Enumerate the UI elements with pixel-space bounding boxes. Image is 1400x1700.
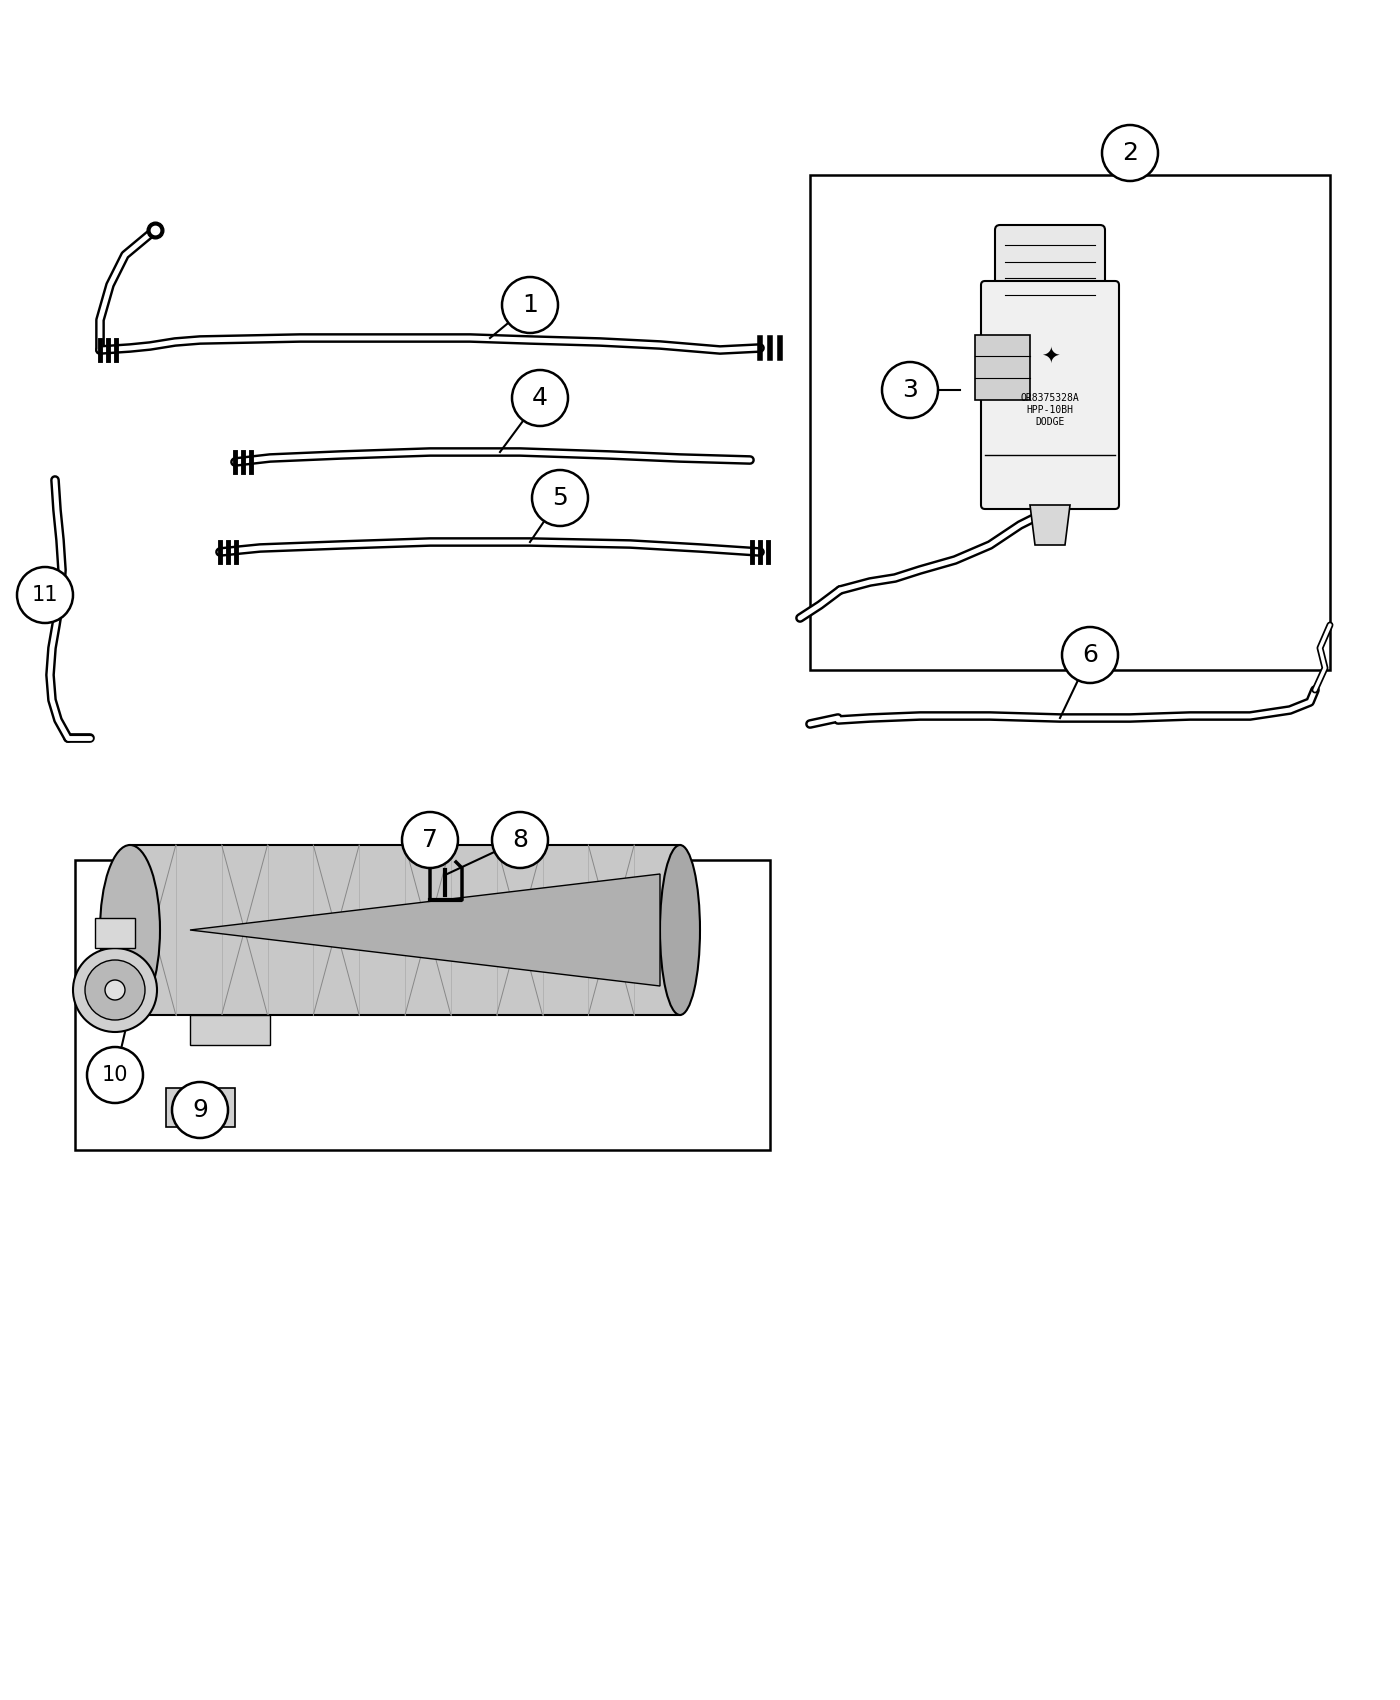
Circle shape <box>491 813 547 869</box>
Ellipse shape <box>99 845 160 1015</box>
Circle shape <box>512 371 568 427</box>
Circle shape <box>85 960 146 1020</box>
Text: 5: 5 <box>552 486 568 510</box>
FancyBboxPatch shape <box>167 1088 235 1127</box>
Text: ✦: ✦ <box>1040 348 1060 367</box>
Circle shape <box>73 949 157 1032</box>
Circle shape <box>532 469 588 525</box>
Text: 1: 1 <box>522 292 538 316</box>
Text: 9: 9 <box>192 1098 209 1122</box>
Text: 7: 7 <box>421 828 438 852</box>
Bar <box>76 860 770 1149</box>
Text: 3: 3 <box>902 377 918 401</box>
Text: 4: 4 <box>532 386 547 410</box>
Bar <box>974 335 1030 400</box>
Bar <box>95 918 134 949</box>
Circle shape <box>402 813 458 869</box>
Ellipse shape <box>659 845 700 1015</box>
FancyBboxPatch shape <box>995 224 1105 314</box>
Bar <box>190 1015 270 1046</box>
Polygon shape <box>190 874 659 986</box>
Circle shape <box>1102 126 1158 180</box>
Text: OR8375328A
HPP-10BH
DODGE: OR8375328A HPP-10BH DODGE <box>1021 393 1079 427</box>
Text: 6: 6 <box>1082 643 1098 666</box>
Bar <box>130 845 680 1015</box>
Circle shape <box>17 568 73 622</box>
Polygon shape <box>1030 505 1070 546</box>
FancyBboxPatch shape <box>981 280 1119 508</box>
Circle shape <box>882 362 938 418</box>
Text: 10: 10 <box>102 1064 129 1085</box>
Circle shape <box>105 979 125 1000</box>
Circle shape <box>87 1047 143 1103</box>
Bar <box>811 175 1330 670</box>
Circle shape <box>172 1081 228 1137</box>
Circle shape <box>1063 627 1119 683</box>
Text: 8: 8 <box>512 828 528 852</box>
Text: 2: 2 <box>1121 141 1138 165</box>
Circle shape <box>503 277 559 333</box>
Text: 11: 11 <box>32 585 59 605</box>
